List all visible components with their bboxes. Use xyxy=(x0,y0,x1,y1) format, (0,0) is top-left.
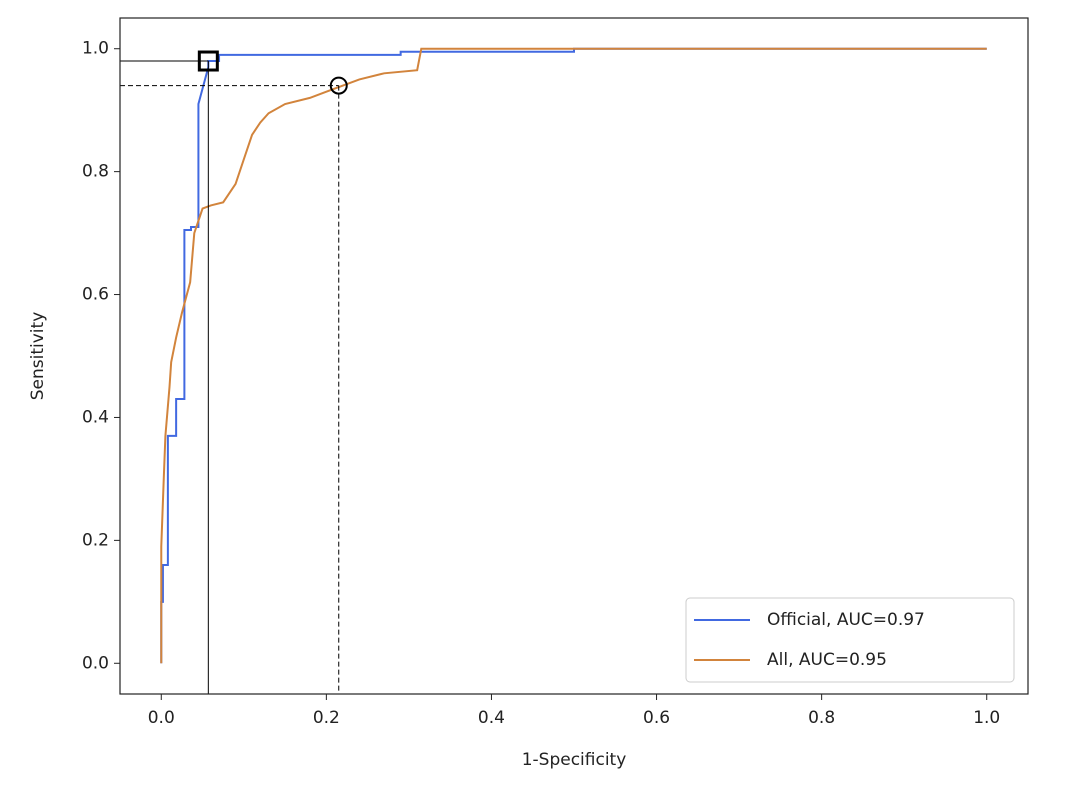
y-tick-label: 1.0 xyxy=(82,39,109,59)
marker xyxy=(197,50,219,72)
y-tick-label: 0.2 xyxy=(82,530,109,550)
y-tick-label: 0.0 xyxy=(82,653,109,673)
x-tick-label: 0.0 xyxy=(148,708,175,728)
legend-label: Official, AUC=0.97 xyxy=(767,610,925,630)
x-axis-label: 1-Specificity xyxy=(522,750,627,770)
marker xyxy=(329,76,348,95)
x-tick-label: 0.4 xyxy=(478,708,505,728)
x-tick-label: 0.8 xyxy=(808,708,835,728)
plot-frame xyxy=(119,17,1029,695)
y-tick-label: 0.6 xyxy=(82,285,109,305)
roc-curve xyxy=(160,47,987,664)
legend-box xyxy=(685,597,1015,683)
x-tick-label: 0.6 xyxy=(643,708,670,728)
x-tick-label: 0.2 xyxy=(313,708,340,728)
y-axis-label: Sensitivity xyxy=(28,312,48,401)
y-tick-label: 0.4 xyxy=(82,407,109,427)
x-tick-label: 1.0 xyxy=(973,708,1000,728)
roc-curve xyxy=(160,47,987,664)
legend-label: All, AUC=0.95 xyxy=(767,650,887,670)
y-tick-label: 0.8 xyxy=(82,162,109,182)
